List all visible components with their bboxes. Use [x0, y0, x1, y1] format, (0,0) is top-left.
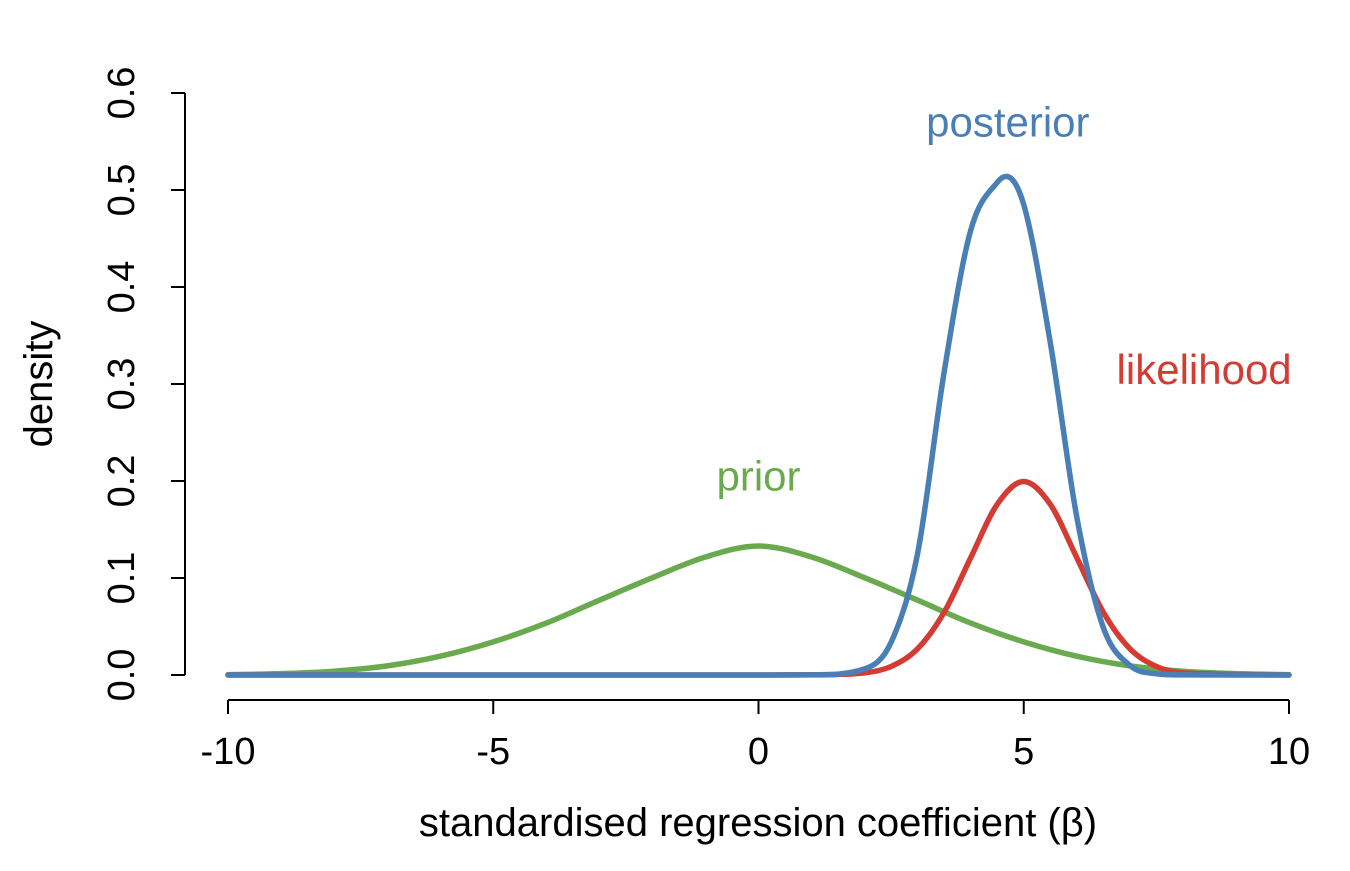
x-tick-label: -10: [201, 731, 256, 773]
x-axis-label: standardised regression coefficient (β): [419, 801, 1097, 845]
series-line-posterior: [225, 173, 1292, 678]
y-tick-label: 0.1: [101, 552, 143, 605]
y-tick-label: 0.2: [101, 455, 143, 508]
annotation-likelihood: likelihood: [1117, 346, 1292, 393]
x-tick-label: 10: [1268, 731, 1310, 773]
axes-layer: -10 -5 0 5 10 0.0 0.1 0.2 0.3 0.4 0.5 0.6: [101, 67, 1310, 773]
x-tick-label: 0: [748, 731, 769, 773]
x-tick-label: -5: [476, 731, 510, 773]
y-tick-label: 0.3: [101, 358, 143, 411]
x-tick-label: 5: [1013, 731, 1034, 773]
annotation-prior: prior: [716, 453, 800, 500]
annotation-layer: posterior likelihood prior: [716, 99, 1291, 500]
series-line-prior: [225, 543, 1292, 678]
series-layer: [225, 173, 1292, 678]
y-tick-label: 0.4: [101, 261, 143, 314]
y-tick-label: 0.0: [101, 649, 143, 702]
annotation-posterior: posterior: [926, 99, 1089, 146]
series-line-likelihood: [225, 478, 1292, 678]
y-tick-label: 0.5: [101, 164, 143, 217]
y-tick-label: 0.6: [101, 67, 143, 120]
y-axis-label: density: [17, 321, 61, 448]
